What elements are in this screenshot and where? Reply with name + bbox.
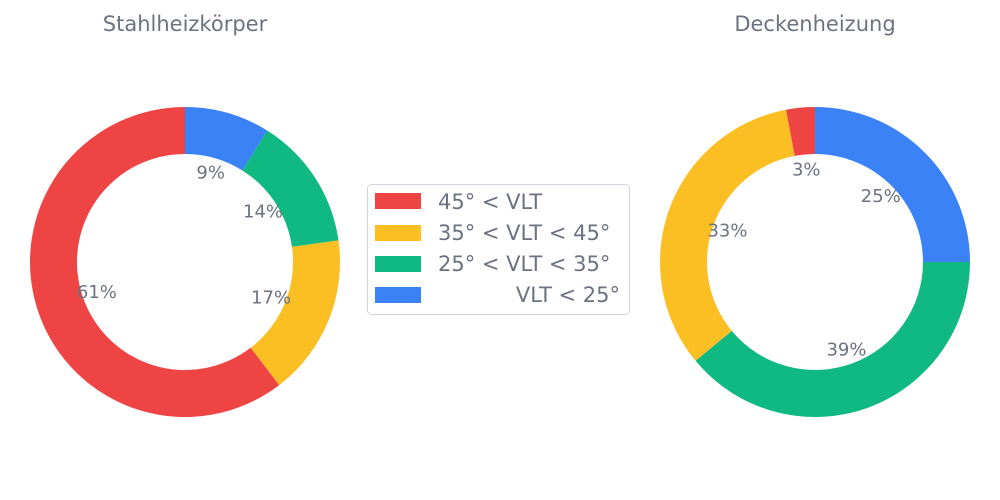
donut-slice [659, 109, 795, 361]
legend-swatch-blue [375, 287, 421, 303]
donut-slice [250, 240, 341, 386]
slice-label: 14% [243, 201, 283, 222]
donut-slice [815, 107, 970, 262]
legend-swatch-yellow [375, 225, 421, 241]
donut-slice [185, 107, 268, 171]
slice-label: 61% [77, 282, 117, 303]
legend-swatch-green [375, 256, 421, 272]
legend-box [367, 184, 630, 315]
donut-right: 25% 39% 33% 3% [659, 107, 970, 417]
legend: 45° < VLT 35° < VLT < 45° 25° < VLT < 35… [367, 184, 630, 315]
chart-title-left: Stahlheizkörper [103, 12, 268, 36]
donut-slice [242, 130, 339, 247]
legend-label: 25° < VLT < 35° [438, 252, 610, 276]
legend-swatch-red [375, 193, 421, 209]
slice-label: 25% [861, 186, 901, 207]
donut-slice [785, 107, 815, 156]
donut-slice [695, 262, 970, 417]
slice-label: 33% [707, 220, 747, 241]
legend-label: VLT < 25° [516, 283, 620, 307]
donut-slice [29, 107, 280, 418]
legend-label: 45° < VLT [438, 190, 542, 214]
legend-label: 35° < VLT < 45° [438, 221, 610, 245]
donut-left: 9% 14% 17% 61% [29, 107, 341, 418]
slice-label: 17% [251, 287, 291, 308]
chart-title-right: Deckenheizung [734, 12, 895, 36]
slice-label: 9% [196, 163, 225, 184]
slice-label: 3% [792, 159, 821, 180]
slice-label: 39% [826, 340, 866, 361]
